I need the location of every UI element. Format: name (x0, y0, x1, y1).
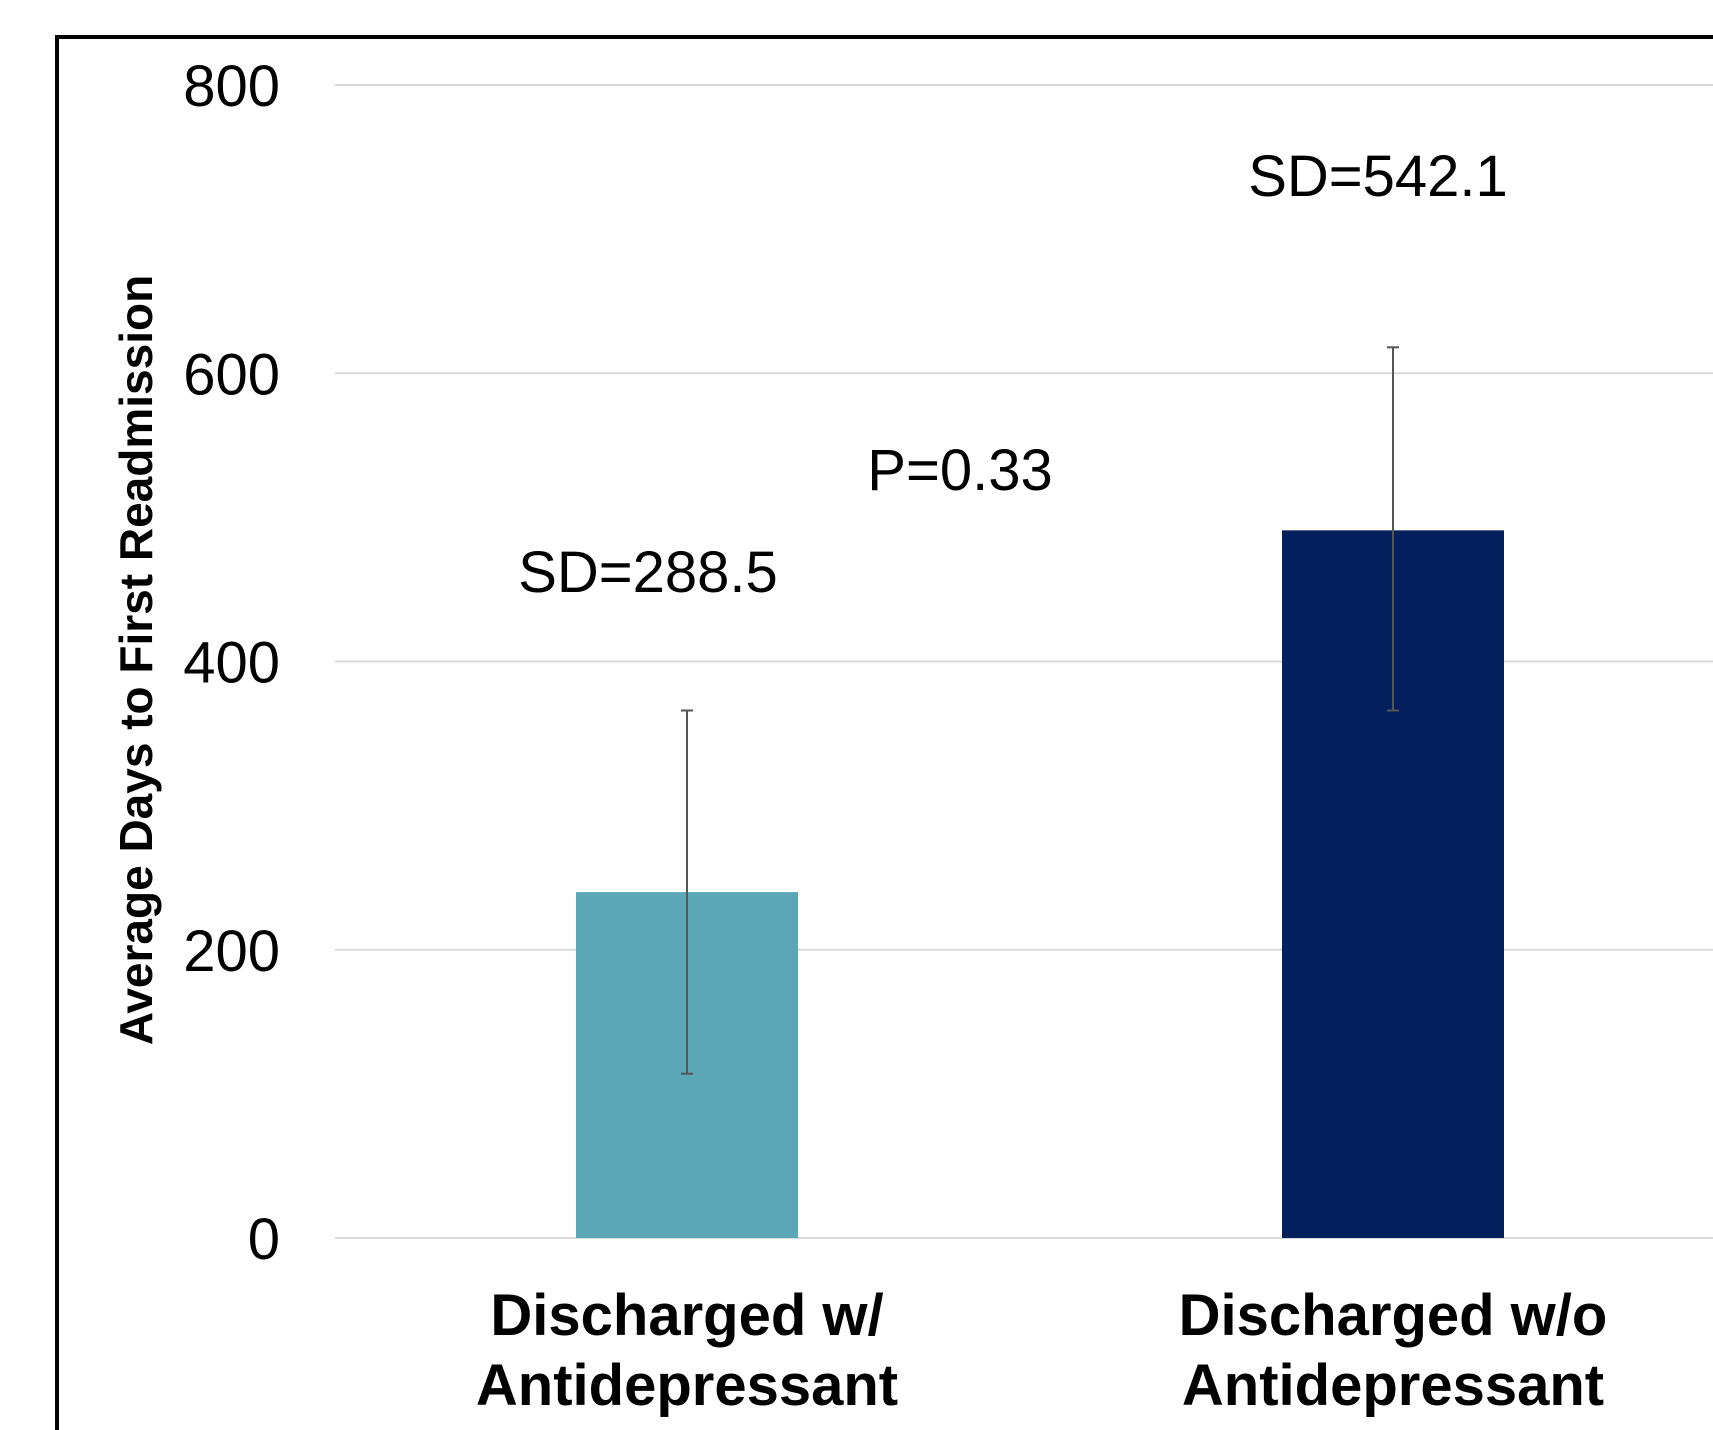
sd-annotation-left: SD=288.5 (518, 540, 778, 605)
sd-annotation-right: SD=542.1 (1248, 144, 1508, 209)
gridlines (335, 84, 1713, 1239)
y-tick-label-800: 800 (183, 54, 280, 119)
x-category-label-2: Discharged w/o Antidepressant (1179, 1283, 1608, 1418)
error-bar-2 (1387, 346, 1399, 712)
p-value-annotation: P=0.33 (867, 438, 1052, 503)
error-bars (681, 346, 1399, 1075)
bars (576, 530, 1504, 1238)
y-tick-label-200: 200 (183, 919, 280, 984)
error-bar-1 (681, 709, 693, 1075)
y-tick-label-400: 400 (183, 631, 280, 696)
y-tick-label-600: 600 (183, 342, 280, 407)
x-axis-categories: Discharged w/Antidepressant Discharged w/… (476, 1283, 1607, 1418)
y-axis-ticks: 0 200 400 600 800 (183, 54, 280, 1272)
y-tick-label-0: 0 (248, 1207, 280, 1272)
x-category-label-1: Discharged w/Antidepressant (476, 1283, 898, 1418)
chart-frame (55, 35, 1713, 1430)
y-axis-label: Average Days to First Readmission (110, 275, 162, 1045)
